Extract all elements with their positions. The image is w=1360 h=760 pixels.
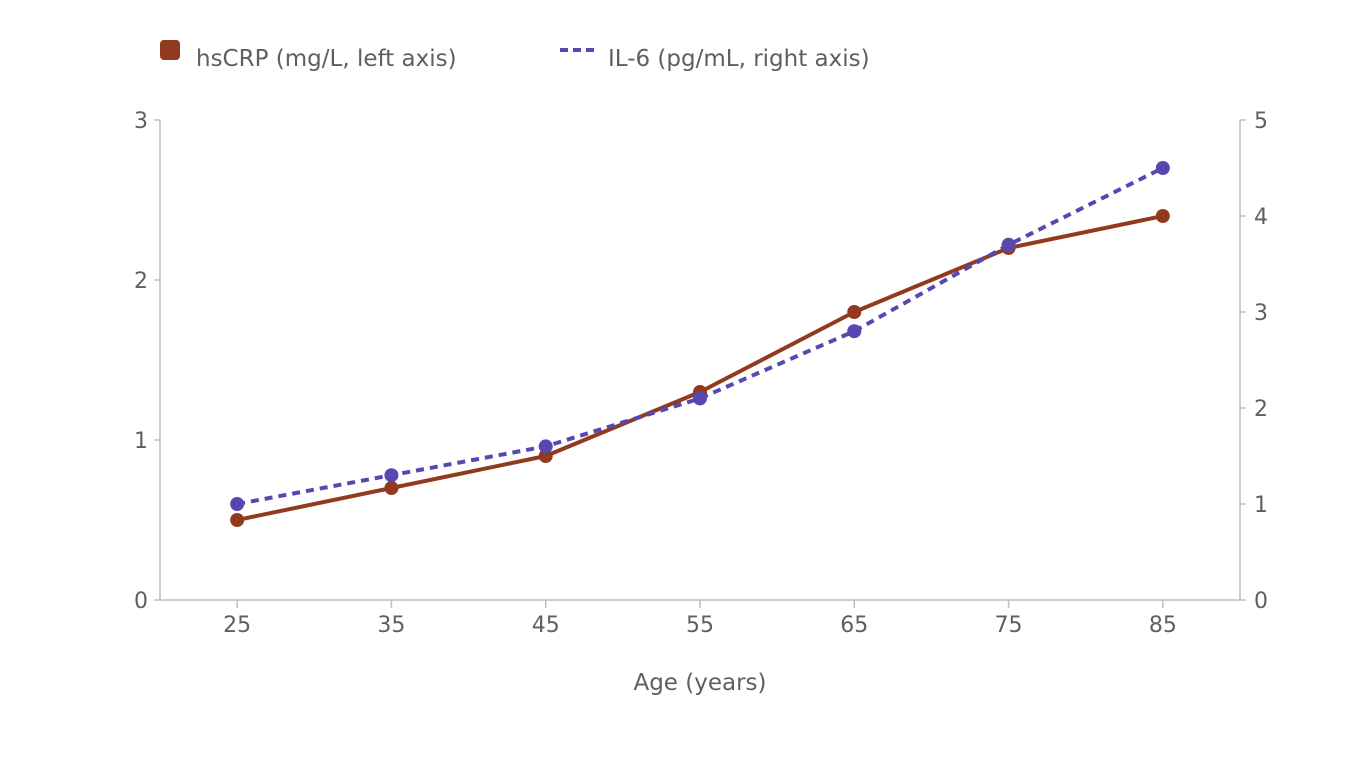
x-tick-label: 55 <box>686 613 714 638</box>
series-hscrp <box>230 209 1170 527</box>
legend-item-il6: IL-6 (pg/mL, right axis) <box>560 46 870 72</box>
data-point-hscrp <box>847 305 862 319</box>
y-left-tick-label: 3 <box>134 109 148 134</box>
legend-label-hscrp: hsCRP (mg/L, left axis) <box>196 46 457 72</box>
data-point-hscrp <box>1155 209 1170 223</box>
x-tick-label: 85 <box>1149 613 1177 638</box>
data-point-il6 <box>1155 161 1170 175</box>
y-right-tick-label: 5 <box>1254 109 1268 134</box>
data-point-il6 <box>847 324 862 339</box>
series-line-il6 <box>236 166 1164 506</box>
x-tick-label: 35 <box>377 613 405 638</box>
x-axis-ticks: 25 35 45 55 65 75 85 <box>223 600 1177 638</box>
data-point-il6 <box>1001 237 1016 252</box>
x-axis-title: Age (years) <box>633 670 766 696</box>
data-point-hscrp <box>230 513 245 527</box>
legend-label-il6: IL-6 (pg/mL, right axis) <box>608 46 870 72</box>
y-left-tick-label: 1 <box>134 429 148 454</box>
series-line-hscrp <box>235 214 1165 522</box>
y-left-tick-label: 2 <box>134 269 148 294</box>
data-point-il6 <box>230 497 245 511</box>
legend-item-hscrp: hsCRP (mg/L, left axis) <box>160 40 457 72</box>
x-tick-label: 75 <box>995 613 1023 638</box>
y-axis-left-ticks: 0 1 2 3 <box>134 109 160 614</box>
legend: hsCRP (mg/L, left axis) IL-6 (pg/mL, rig… <box>160 40 870 72</box>
y-right-tick-label: 2 <box>1254 397 1268 422</box>
axes <box>159 120 1241 601</box>
data-point-il6 <box>384 468 399 483</box>
data-point-hscrp <box>384 481 399 495</box>
x-tick-label: 65 <box>840 613 868 638</box>
data-point-hscrp <box>538 449 553 463</box>
data-point-il6 <box>538 439 553 454</box>
x-tick-label: 25 <box>223 613 251 638</box>
data-point-il6 <box>693 391 707 406</box>
x-tick-label: 45 <box>532 613 560 638</box>
y-axis-right-ticks: 0 1 2 3 4 5 <box>1240 109 1268 614</box>
y-right-tick-label: 0 <box>1254 589 1268 614</box>
y-right-tick-label: 1 <box>1254 493 1268 518</box>
y-left-tick-label: 0 <box>134 589 148 614</box>
series-il6 <box>230 161 1170 511</box>
legend-swatch-hscrp <box>160 40 180 60</box>
y-right-tick-label: 4 <box>1254 205 1268 230</box>
y-right-tick-label: 3 <box>1254 301 1268 326</box>
